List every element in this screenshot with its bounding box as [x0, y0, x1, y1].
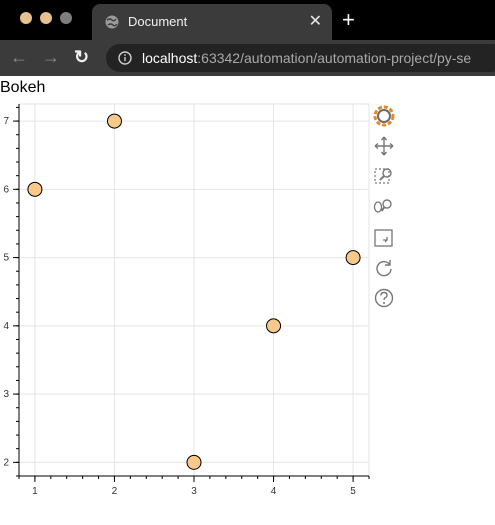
reset-tool-icon[interactable] [372, 256, 396, 280]
y-tick-label: 5 [3, 253, 9, 264]
help-tool-icon[interactable] [372, 286, 396, 310]
url-text: localhost:63342/automation/automation-pr… [142, 50, 471, 66]
scatter-point [345, 250, 361, 266]
info-icon[interactable] [118, 51, 132, 65]
browser-titlebar: Document ✕ + [0, 0, 495, 40]
y-tick-label: 6 [3, 184, 9, 195]
y-tick-label: 3 [3, 389, 9, 400]
scatter-point [27, 181, 43, 197]
browser-tab[interactable]: Document ✕ [92, 4, 332, 40]
scatter-point [106, 113, 122, 129]
window-minimize-button[interactable] [40, 12, 52, 24]
x-tick-label: 3 [191, 486, 197, 497]
pan-tool-icon[interactable] [372, 134, 396, 158]
back-button[interactable]: ← [10, 47, 28, 67]
url-host: localhost [142, 50, 198, 66]
x-tick-label: 2 [112, 486, 118, 497]
tab-title: Document [128, 14, 188, 29]
scatter-point [266, 318, 282, 334]
y-tick-label: 7 [3, 116, 9, 127]
x-tick-label: 1 [32, 486, 38, 497]
box-zoom-tool-icon[interactable] [372, 164, 396, 188]
scatter-point [186, 454, 202, 470]
save-tool-icon[interactable] [372, 226, 396, 250]
y-tick-label: 4 [3, 321, 9, 332]
window-close-button[interactable] [20, 12, 32, 24]
forward-button[interactable]: → [42, 47, 60, 67]
bokeh-plot[interactable]: 1 2 3 4 5 2 3 4 5 6 7 [0, 100, 372, 500]
reload-button[interactable]: ↻ [74, 47, 90, 67]
globe-icon [105, 15, 119, 29]
wheel-zoom-tool-icon[interactable] [372, 194, 396, 218]
url-path: :63342/automation/automation-project/py-… [197, 50, 472, 66]
x-tick-label: 5 [350, 486, 356, 497]
window-maximize-button[interactable] [60, 12, 72, 24]
browser-toolbar: ← → ↻ localhost:63342/automation/automat… [0, 40, 495, 76]
tab-close-icon[interactable]: ✕ [308, 13, 322, 30]
x-tick-label: 4 [271, 486, 277, 497]
y-tick-label: 2 [3, 457, 9, 468]
bokeh-logo-icon[interactable] [372, 104, 396, 128]
page-title: Bokeh [0, 79, 46, 96]
new-tab-button[interactable]: + [342, 7, 355, 32]
address-bar[interactable]: localhost:63342/automation/automation-pr… [106, 44, 495, 72]
